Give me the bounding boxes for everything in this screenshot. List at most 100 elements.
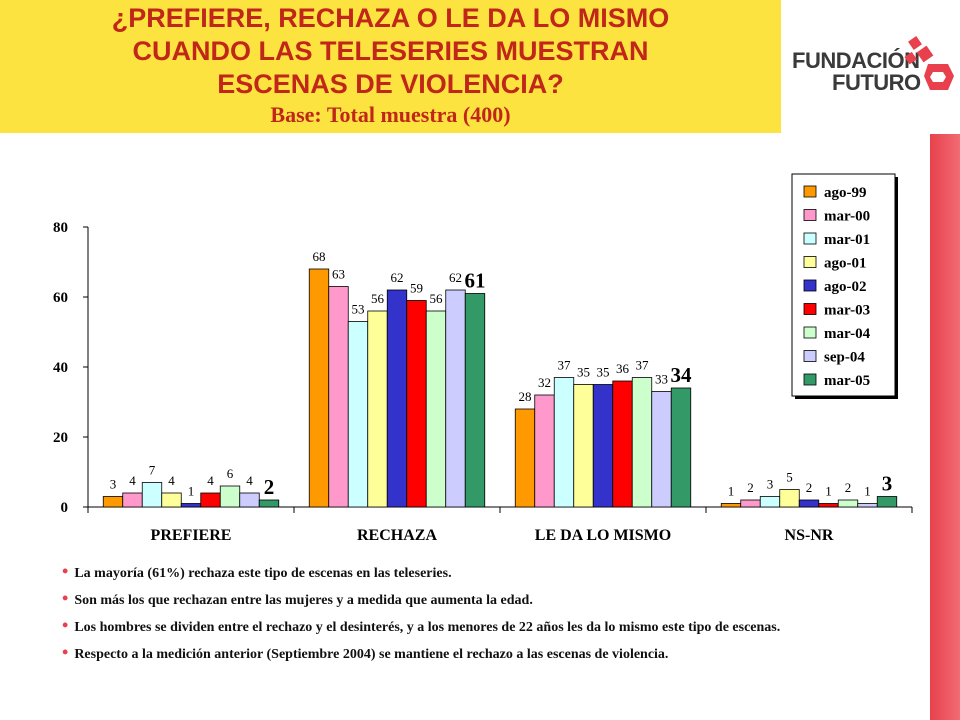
- data-label: 2: [845, 480, 852, 495]
- data-label: 1: [728, 484, 735, 499]
- decorative-side-bar: [930, 134, 960, 720]
- data-label: 4: [207, 473, 214, 488]
- bar-mar-03-rechaza: [406, 300, 427, 508]
- key-icon: [904, 36, 954, 90]
- bar-ago-99-le-da-lo-mismo: [514, 408, 536, 508]
- bullet-item-3: • Los hombres se dividen entre el rechazo…: [62, 616, 922, 637]
- bar-mar-04-rechaza: [425, 310, 447, 508]
- bar-chart: 0 20 40 60 80 PREFIERE RECHAZA LE DA LO MISMO NS…: [53, 173, 913, 544]
- bar-mar-01-rechaza: [347, 321, 369, 508]
- title-line-1: ¿PREFIERE, RECHAZA O LE DA LO MISMO: [111, 3, 670, 33]
- bullet-text: Son más los que rechazan entre las mujer…: [74, 593, 533, 608]
- data-label: 62: [391, 270, 404, 285]
- bullet-dot-icon: •: [62, 615, 69, 635]
- legend-swatch: [803, 256, 817, 268]
- bar-mar-03-le-da-lo-mismo: [612, 380, 633, 508]
- y-tick-label: 80: [53, 220, 68, 236]
- logo-line-2: FUTURO: [832, 70, 921, 95]
- bullet-item-1: • La mayoría (61%) rechaza este tipo de e…: [62, 562, 922, 583]
- bar-ago-02-ns-nr: [798, 499, 820, 508]
- data-label: 37: [636, 358, 650, 373]
- bar-mar-00-ns-nr: [740, 499, 761, 508]
- bar-ago-99-ns-nr: [720, 503, 742, 508]
- bar-mar-03-prefiere: [200, 492, 221, 508]
- bar-ago-01-rechaza: [367, 310, 388, 508]
- x-category-label: LE DA LO MISMO: [535, 527, 671, 544]
- bar-mar-05-prefiere: [258, 499, 280, 508]
- title-line-3: ESCENAS DE VIOLENCIA?: [217, 69, 564, 99]
- data-label: 28: [519, 389, 532, 404]
- legend-swatch: [803, 373, 817, 386]
- bullet-text: Los hombres se dividen entre el rechazo …: [74, 620, 781, 635]
- y-tick-label: 20: [53, 430, 68, 446]
- data-label: 37: [558, 358, 572, 373]
- data-label: 35: [577, 365, 590, 380]
- legend-swatch: [803, 232, 817, 245]
- bullet-dot-icon: •: [62, 642, 69, 662]
- bar-mar-01-le-da-lo-mismo: [553, 377, 575, 508]
- bar-mar-00-rechaza: [328, 286, 349, 508]
- data-label: 6: [227, 466, 234, 481]
- legend-swatch: [803, 350, 817, 362]
- data-label: 4: [129, 473, 136, 488]
- bullet-text: La mayoría (61%) rechaza este tipo de es…: [74, 566, 452, 581]
- data-label: 59: [410, 281, 423, 296]
- bar-mar-05-ns-nr: [876, 496, 898, 508]
- bar-mar-04-prefiere: [219, 485, 241, 508]
- bar-ago-02-le-da-lo-mismo: [592, 384, 614, 508]
- legend-label: mar-03: [824, 303, 870, 319]
- data-label: 33: [655, 372, 668, 387]
- data-label: 32: [538, 375, 551, 390]
- data-label: 3: [110, 477, 117, 492]
- bar-mar-01-ns-nr: [759, 496, 781, 508]
- data-label: 36: [616, 361, 630, 376]
- bar-mar-04-le-da-lo-mismo: [631, 377, 653, 508]
- data-label: 53: [352, 302, 365, 317]
- x-category-label: RECHAZA: [357, 527, 437, 544]
- data-label: 2: [806, 480, 813, 495]
- data-label: 1: [825, 484, 832, 499]
- data-label: 63: [332, 267, 345, 282]
- data-label: 5: [786, 470, 793, 485]
- data-label: 62: [449, 270, 462, 285]
- data-label: 4: [246, 473, 253, 488]
- legend-swatch: [803, 185, 817, 198]
- data-label: 68: [313, 249, 326, 264]
- bar-mar-03-ns-nr: [818, 503, 839, 508]
- legend-label: mar-04: [824, 326, 871, 342]
- bar-mar-00-le-da-lo-mismo: [534, 394, 555, 508]
- bar-ago-02-rechaza: [386, 289, 408, 508]
- y-tick-label: 60: [53, 290, 68, 306]
- legend-label: mar-05: [824, 373, 870, 389]
- title-banner: ¿PREFIERE, RECHAZA O LE DA LO MISMO CUAN…: [0, 0, 781, 133]
- data-label: 1: [864, 484, 871, 499]
- data-label: 61: [465, 269, 486, 293]
- x-category-label: PREFIERE: [151, 527, 232, 544]
- bar-sep-04-ns-nr: [857, 503, 878, 508]
- bullet-list: • La mayoría (61%) rechaza este tipo de e…: [62, 562, 922, 670]
- y-tick-label: 0: [61, 500, 69, 516]
- bullet-item-2: • Son más los que rechazan entre las muje…: [62, 589, 922, 610]
- bullet-dot-icon: •: [62, 561, 69, 581]
- bar-ago-02-prefiere: [180, 503, 202, 508]
- bullet-item-4: • Respecto a la medición anterior (Septie…: [62, 643, 922, 664]
- data-label: 1: [188, 484, 195, 499]
- legend-swatch: [803, 326, 817, 339]
- data-label: 2: [264, 475, 275, 499]
- data-label: 3: [882, 472, 893, 496]
- data-label: 34: [671, 363, 693, 387]
- x-category-label: NS-NR: [785, 527, 834, 544]
- legend-swatch: [803, 303, 817, 315]
- y-tick-label: 40: [53, 360, 68, 376]
- bar-mar-05-le-da-lo-mismo: [670, 387, 692, 508]
- bar-ago-01-ns-nr: [779, 489, 800, 508]
- legend-swatch: [803, 279, 817, 292]
- data-label: 35: [597, 365, 610, 380]
- legend-label: ago-99: [824, 185, 867, 201]
- data-label: 56: [371, 291, 385, 306]
- legend-label: ago-02: [824, 279, 867, 295]
- bar-ago-01-le-da-lo-mismo: [573, 384, 594, 508]
- data-label: 56: [430, 291, 444, 306]
- fundacion-futuro-logo: FUNDACIÓN FUTURO: [790, 36, 955, 108]
- bullet-text: Respecto a la medición anterior (Septiem…: [74, 647, 669, 662]
